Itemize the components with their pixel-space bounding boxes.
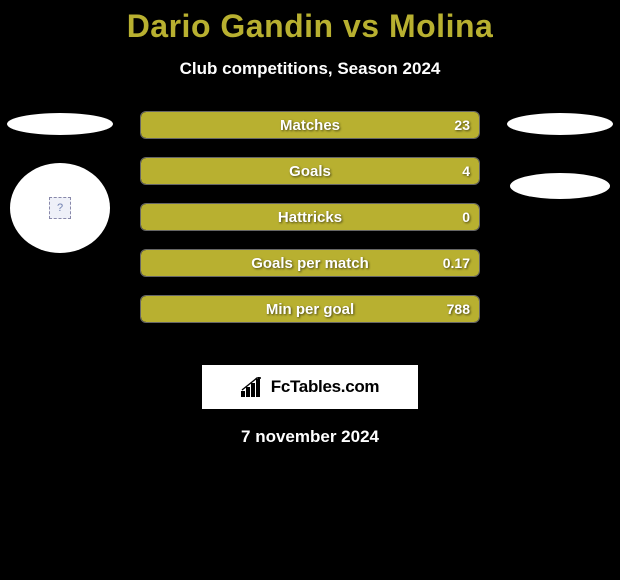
bar-track: [140, 157, 480, 185]
left-player-column: ?: [0, 111, 120, 263]
right-player-photo-oval: [510, 173, 610, 199]
stat-row-min-per-goal: Min per goal 788: [140, 295, 480, 323]
right-player-name-oval: [507, 113, 613, 135]
stat-row-goals-per-match: Goals per match 0.17: [140, 249, 480, 277]
stat-row-hattricks: Hattricks 0: [140, 203, 480, 231]
bar-track: [140, 203, 480, 231]
bar-fill: [141, 250, 479, 276]
brand-badge: FcTables.com: [202, 365, 418, 409]
infographic-container: Dario Gandin vs Molina Club competitions…: [0, 0, 620, 447]
image-placeholder-icon: ?: [49, 197, 71, 219]
subtitle: Club competitions, Season 2024: [0, 59, 620, 79]
stats-area: ? Matches 23 Goals 4: [0, 111, 620, 351]
bar-fill: [141, 204, 479, 230]
right-player-column: [500, 111, 620, 209]
bar-fill: [141, 158, 479, 184]
left-player-photo-oval: ?: [10, 163, 110, 253]
date-text: 7 november 2024: [0, 427, 620, 447]
page-title: Dario Gandin vs Molina: [0, 8, 620, 45]
stat-bars: Matches 23 Goals 4 Hattricks 0: [140, 111, 480, 323]
bar-track: [140, 249, 480, 277]
bar-track: [140, 111, 480, 139]
bar-track: [140, 295, 480, 323]
left-player-name-oval: [7, 113, 113, 135]
stat-row-goals: Goals 4: [140, 157, 480, 185]
brand-bars-icon: [241, 377, 265, 397]
brand-text: FcTables.com: [271, 377, 380, 397]
bar-fill: [141, 296, 479, 322]
bar-fill: [141, 112, 479, 138]
stat-row-matches: Matches 23: [140, 111, 480, 139]
